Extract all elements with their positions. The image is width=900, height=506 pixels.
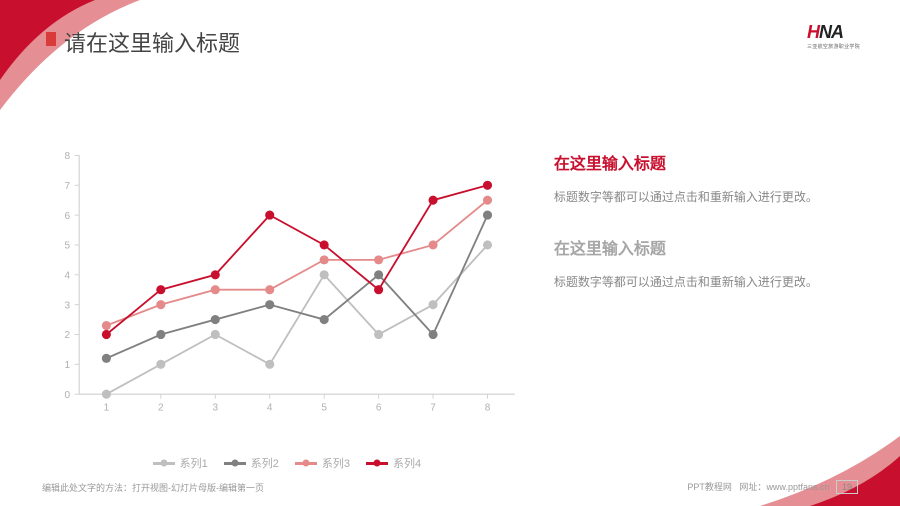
logo: HNA 三亚航空旅游职业学院 (807, 22, 860, 50)
svg-text:5: 5 (64, 241, 70, 252)
section-2-title: 在这里输入标题 (554, 235, 850, 259)
legend-item: 系列1 (153, 455, 208, 471)
legend-label: 系列4 (393, 455, 421, 471)
logo-subtitle: 三亚航空旅游职业学院 (807, 43, 860, 50)
svg-text:8: 8 (64, 151, 70, 162)
logo-text: HNA (807, 22, 860, 43)
corner-accent-bottom-right (700, 436, 900, 506)
corner-accent-top-left (0, 0, 200, 120)
line-chart: 01234567812345678 系列1系列2系列3系列4 (50, 120, 524, 446)
side-text: 在这里输入标题 标题数字等都可以通过点击和重新输入进行更改。 在这里输入标题 标… (554, 120, 850, 446)
legend-label: 系列3 (322, 455, 350, 471)
section-1-body: 标题数字等都可以通过点击和重新输入进行更改。 (554, 186, 850, 209)
footer-left-hint: 编辑此处文字的方法：打开视图-幻灯片母版-编辑第一页 (42, 481, 264, 494)
svg-text:7: 7 (430, 403, 436, 414)
svg-text:8: 8 (485, 403, 491, 414)
svg-text:4: 4 (267, 403, 273, 414)
svg-text:7: 7 (64, 181, 70, 192)
legend-swatch (153, 462, 175, 465)
page-number: 19 (836, 480, 858, 494)
legend-label: 系列2 (251, 455, 279, 471)
footer-right: PPT教程网 网址：www.pptfans.cn 19 (687, 480, 858, 494)
svg-text:5: 5 (321, 403, 327, 414)
legend-swatch (295, 462, 317, 465)
chart-canvas: 0 1 2 3 4 5 6 7 8 1 2 3 4 5 6 7 8 (50, 120, 524, 446)
svg-text:3: 3 (64, 300, 70, 311)
legend-item: 系列4 (366, 455, 421, 471)
legend-item: 系列3 (295, 455, 350, 471)
chart-legend: 系列1 系列2 系列3 系列4 (50, 455, 524, 471)
section-1-title: 在这里输入标题 (554, 150, 850, 174)
svg-text:3: 3 (212, 403, 218, 414)
svg-text:6: 6 (64, 211, 70, 222)
footer: 编辑此处文字的方法：打开视图-幻灯片母版-编辑第一页 PPT教程网 网址：www… (0, 480, 900, 494)
legend-swatch (366, 462, 388, 465)
svg-text:2: 2 (64, 330, 70, 341)
slide-title: 请在这里输入标题 (64, 26, 240, 58)
svg-text:4: 4 (64, 270, 70, 281)
legend-item: 系列2 (224, 455, 279, 471)
svg-text:1: 1 (104, 403, 110, 414)
svg-text:2: 2 (158, 403, 164, 414)
section-2-body: 标题数字等都可以通过点击和重新输入进行更改。 (554, 271, 850, 294)
svg-text:0: 0 (64, 390, 70, 401)
svg-text:1: 1 (64, 360, 70, 371)
legend-label: 系列1 (180, 455, 208, 471)
legend-swatch (224, 462, 246, 465)
svg-text:6: 6 (376, 403, 382, 414)
title-bullet-icon (46, 32, 56, 46)
